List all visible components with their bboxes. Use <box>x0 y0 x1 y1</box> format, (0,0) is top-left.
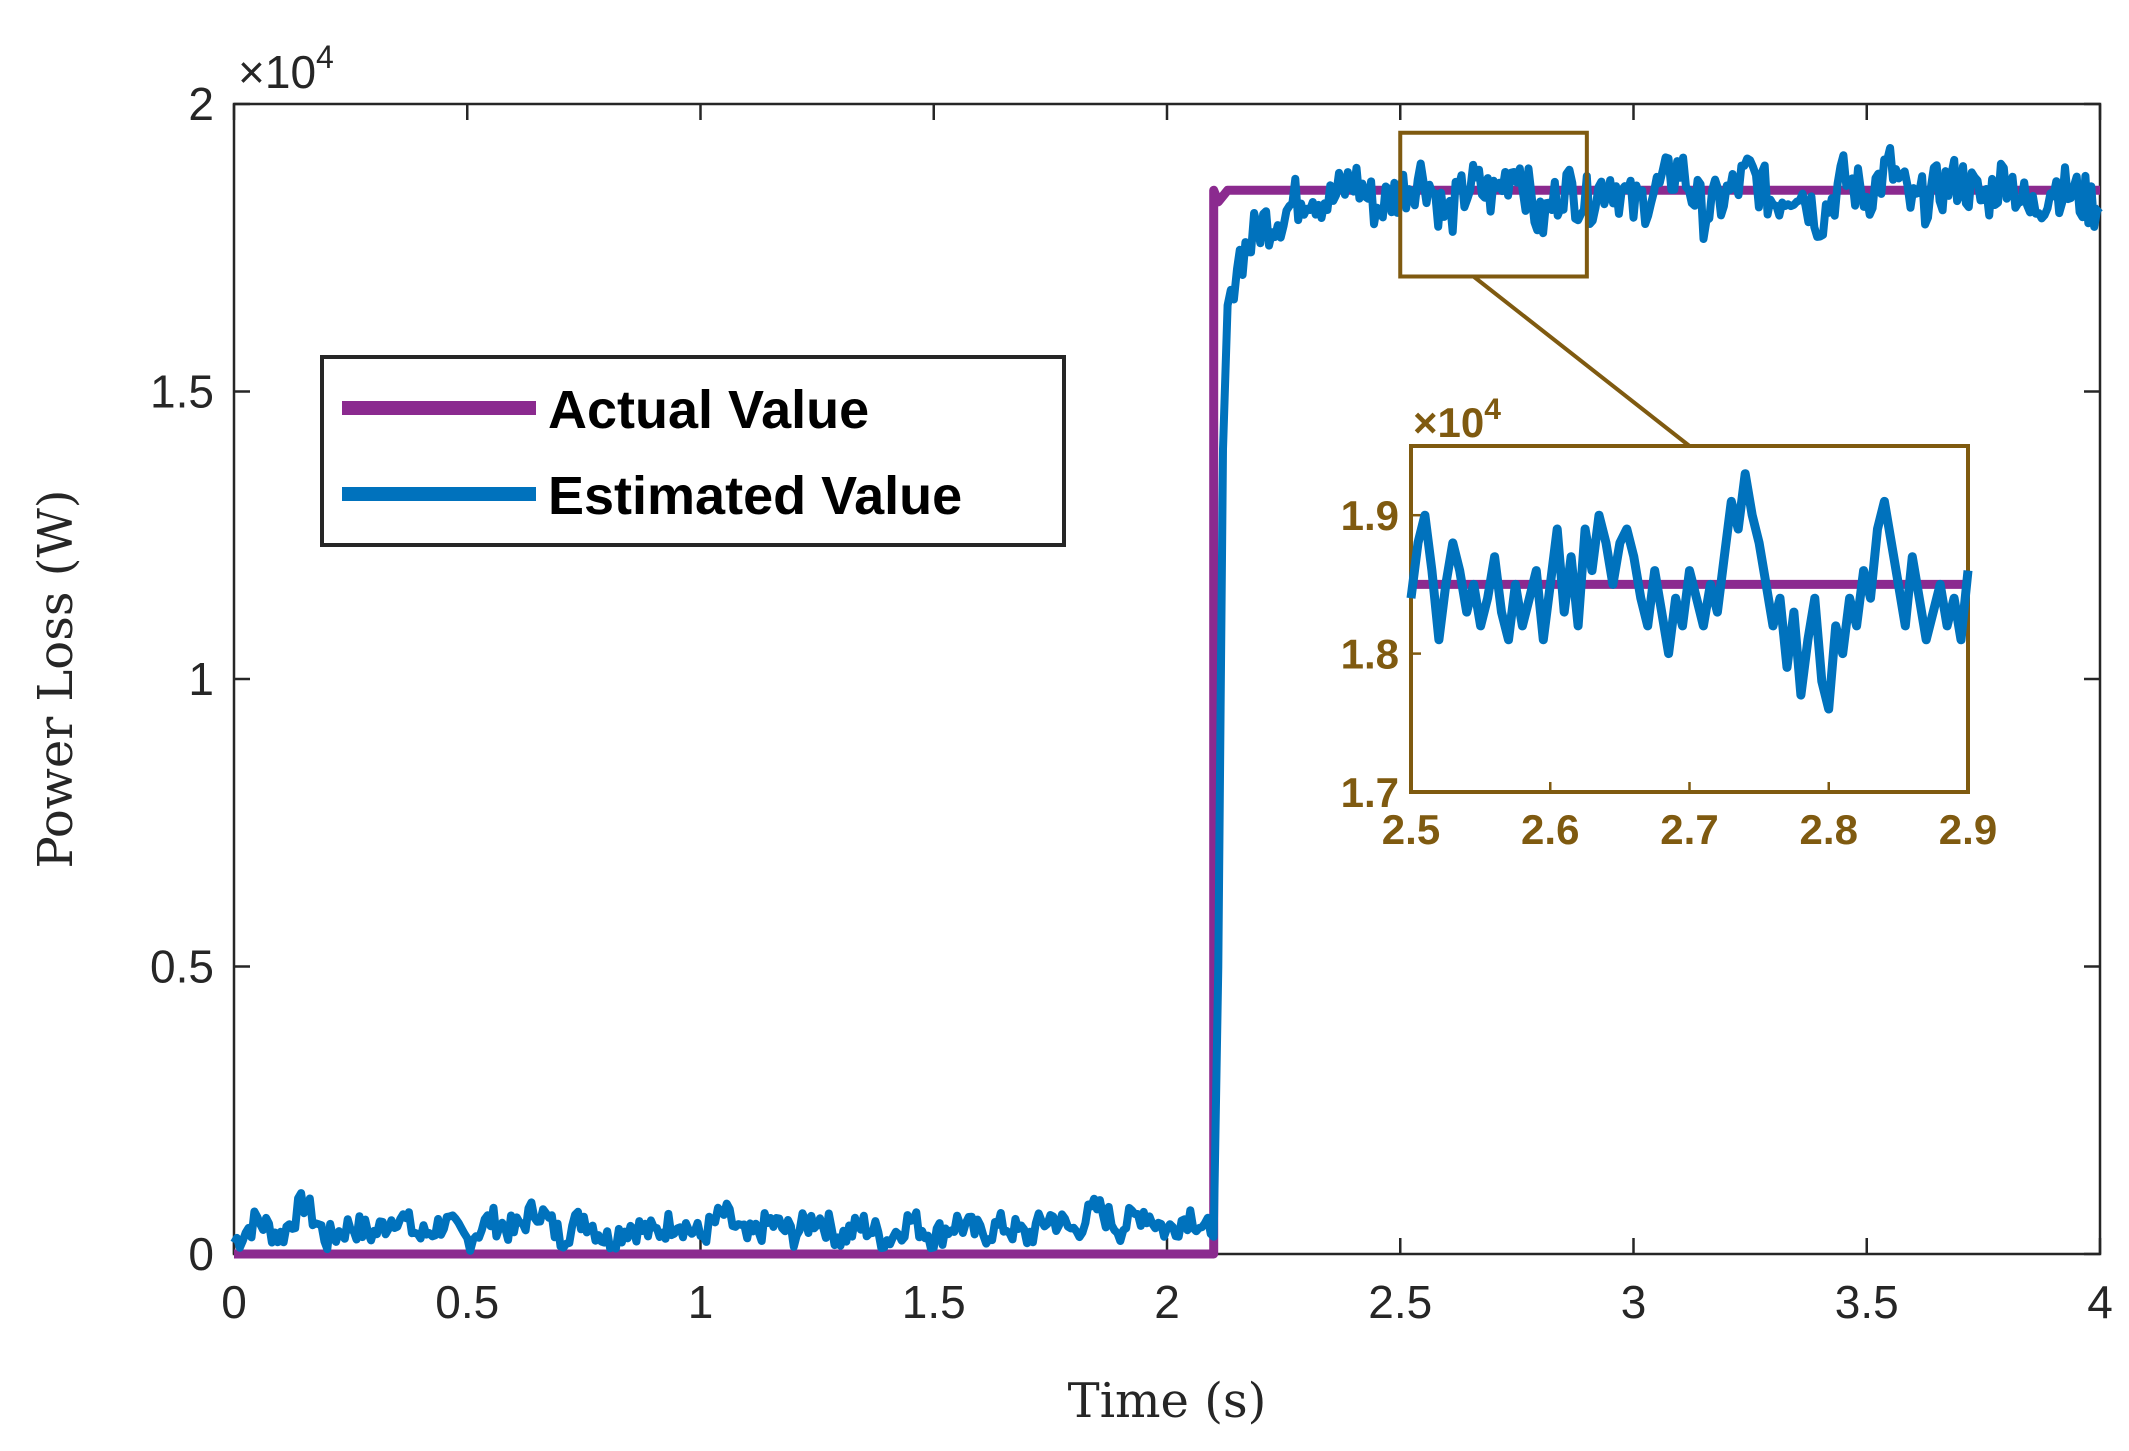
x-tick-label: 1.5 <box>902 1276 966 1328</box>
inset-exponent-power: 4 <box>1484 393 1501 426</box>
series-line-estimated <box>230 144 2103 1255</box>
inset-x-tick-label: 2.6 <box>1521 806 1579 853</box>
x-axis-title: Time (s) <box>1068 1373 1267 1429</box>
y-tick-label: 1 <box>188 653 214 705</box>
zoom-connector-line <box>1472 274 1691 448</box>
legend-label-actual: Actual Value <box>548 380 869 440</box>
y-exponent-label: ×104 <box>238 39 334 98</box>
y-tick-label: 2 <box>188 78 214 130</box>
inset-series-line-estimated <box>1406 469 1973 714</box>
x-tick-label: 4 <box>2087 1276 2113 1328</box>
x-tick-label: 2 <box>1154 1276 1180 1328</box>
inset-x-tick-labels: 2.5 2.6 2.7 2.8 2.9 <box>1382 806 1997 853</box>
inset-y-tick-labels: 1.7 1.8 1.9 <box>1341 492 1399 816</box>
x-tick-label: 0.5 <box>435 1276 499 1328</box>
inset-tick-marks <box>1409 513 1970 794</box>
y-tick-label: 1.5 <box>150 366 214 418</box>
x-tick-label: 0 <box>221 1276 247 1328</box>
legend: Actual Value Estimated Value <box>320 355 1066 547</box>
inset-x-tick-label: 2.5 <box>1382 806 1440 853</box>
inset-x-tick-label: 2.8 <box>1800 806 1858 853</box>
inset-y-tick-label: 1.9 <box>1341 492 1399 539</box>
legend-label-estimated: Estimated Value <box>548 466 962 526</box>
inset-y-tick-label: 1.7 <box>1341 769 1399 816</box>
x-tick-label: 2.5 <box>1368 1276 1432 1328</box>
zoom-region-box <box>1398 130 1589 279</box>
inset-x-tick-label: 2.7 <box>1660 806 1718 853</box>
x-tick-label: 1 <box>688 1276 714 1328</box>
legend-box <box>320 355 1066 547</box>
y-exponent-power: 4 <box>316 39 334 75</box>
y-tick-label: 0.5 <box>150 941 214 993</box>
inset-y-tick-label: 1.8 <box>1341 631 1399 678</box>
y-tick-label: 0 <box>188 1228 214 1280</box>
x-tick-label: 3.5 <box>1835 1276 1899 1328</box>
inset-x-tick-label: 2.9 <box>1939 806 1997 853</box>
main-x-tick-labels: 0 0.5 1 1.5 2 2.5 3 3.5 4 <box>221 1276 2113 1328</box>
x-tick-label: 3 <box>1621 1276 1647 1328</box>
main-series-group <box>230 144 2103 1259</box>
main-y-tick-labels: 0 0.5 1 1.5 2 <box>150 78 214 1280</box>
inset-series-group <box>1406 469 1973 714</box>
y-axis-title: Power Loss (W) <box>28 489 84 868</box>
inset-exponent-label: ×104 <box>1413 393 1501 446</box>
